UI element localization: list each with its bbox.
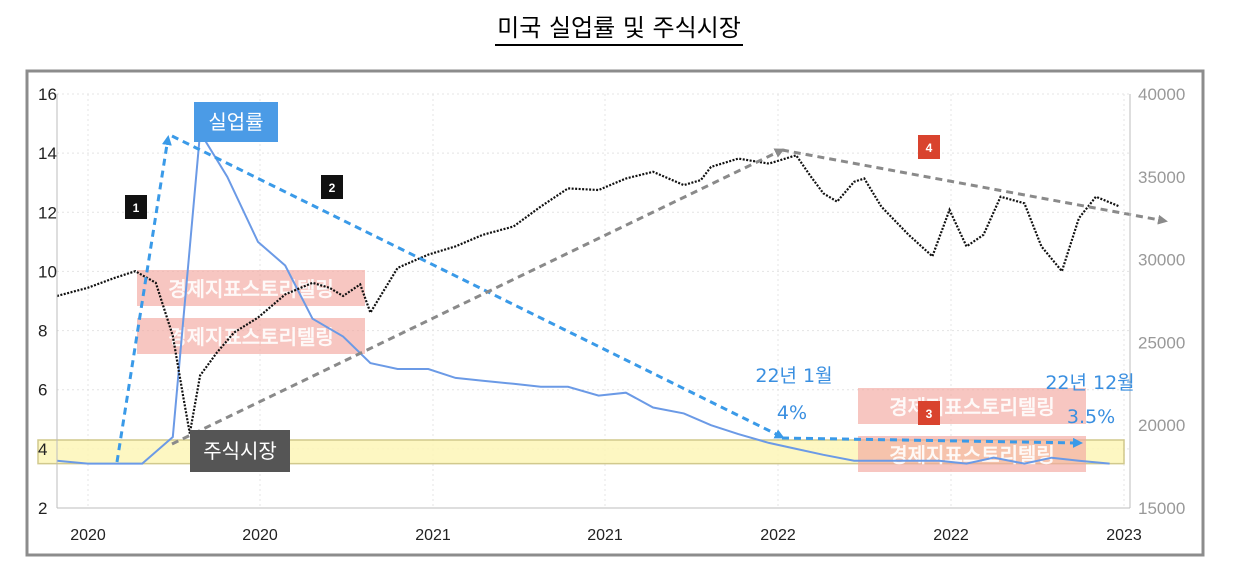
badge-1: 1	[133, 201, 140, 215]
x-tick-label: 2021	[415, 527, 451, 544]
y-left-tick-label: 12	[38, 203, 57, 222]
y-right-tick-label: 35000	[1138, 168, 1185, 187]
stock-line	[56, 154, 1121, 434]
x-tick-label: 2023	[1106, 527, 1142, 544]
y-right-tick-label: 30000	[1138, 251, 1185, 270]
chart-frame	[25, 69, 1205, 557]
annotation-dec22: 22년 12월	[1045, 372, 1134, 394]
watermark-bg	[137, 318, 365, 354]
annotation-jan22-value: 4%	[777, 402, 807, 424]
arrow-3-flat	[781, 436, 1083, 448]
x-tick-label: 2020	[242, 527, 278, 544]
y-left-tick-label: 8	[38, 322, 47, 341]
arrow-stock-fall	[781, 148, 1168, 225]
badge-2: 2	[329, 181, 336, 195]
badge-4-bg	[918, 135, 940, 159]
chart-title-text: 미국 실업률 및 주식시장	[495, 14, 743, 46]
series-group	[56, 129, 1121, 465]
x-tick-label: 2022	[760, 527, 796, 544]
y-left-tick-label: 6	[38, 381, 47, 400]
arrow-2-decline	[171, 134, 785, 439]
axes-group: 1614121086424000035000300002500020000150…	[38, 85, 1185, 544]
unemployment-label-bg	[194, 102, 278, 142]
stock-label-bg	[190, 430, 290, 472]
annotation-dec22-value: 3.5%	[1067, 406, 1115, 428]
arrow-stock-rise	[171, 148, 785, 446]
chart-title: 미국 실업률 및 주식시장	[0, 8, 1238, 46]
x-tick-label: 2020	[70, 527, 106, 544]
y-right-tick-label: 25000	[1138, 333, 1185, 352]
badge-3-bg	[918, 401, 940, 425]
y-left-tick-label: 14	[38, 144, 57, 163]
arrow-group	[115, 134, 1168, 463]
y-left-tick-label: 16	[38, 85, 57, 104]
y-right-tick-label: 15000	[1138, 499, 1185, 518]
y-left-tick-label: 10	[38, 262, 57, 281]
watermark-text: 경제지표스토리텔링	[168, 325, 334, 349]
unemployment-label: 실업률	[208, 110, 263, 134]
y-right-tick-label: 40000	[1138, 85, 1185, 104]
watermark-text: 경제지표스토리텔링	[889, 395, 1055, 419]
annotation-jan22: 22년 1월	[755, 365, 832, 387]
arrow-1-rise	[115, 135, 172, 463]
badge-2-bg	[321, 175, 343, 199]
y-left-tick-label: 4	[38, 440, 47, 459]
highlight-band	[37, 439, 1125, 465]
badge-1-bg	[125, 195, 147, 219]
watermark-text: 경제지표스토리텔링	[168, 277, 334, 301]
x-tick-label: 2022	[933, 527, 969, 544]
x-tick-label: 2021	[587, 527, 623, 544]
watermark-bg	[858, 388, 1086, 424]
badge-4: 4	[926, 141, 933, 155]
y-left-tick-label: 2	[38, 499, 47, 518]
y-right-tick-label: 20000	[1138, 416, 1185, 435]
unemployment-line	[56, 129, 1110, 465]
badge-3: 3	[926, 407, 933, 421]
stock-label: 주식시장	[203, 439, 277, 463]
